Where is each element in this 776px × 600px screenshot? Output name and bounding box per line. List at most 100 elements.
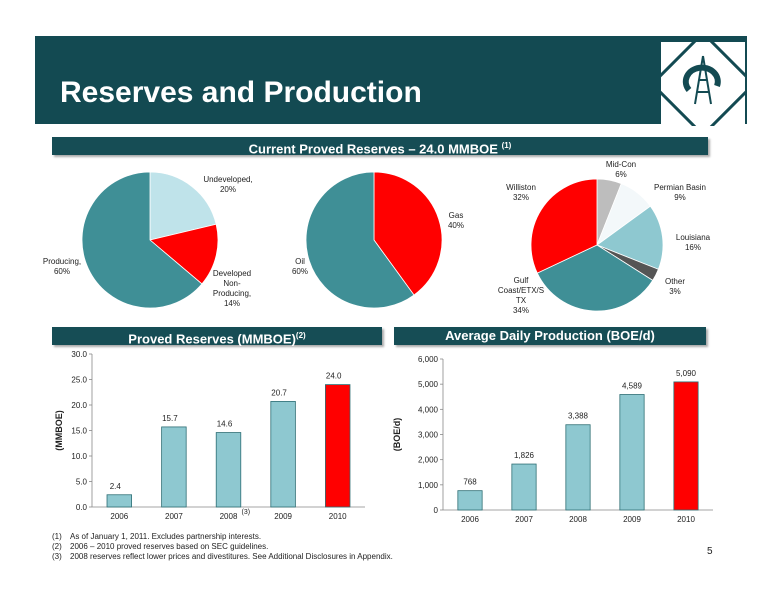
label-line: 6%	[615, 170, 627, 179]
slice-undeveloped	[149, 171, 217, 241]
label-gas: Gas 40%	[441, 211, 471, 231]
label-line: Mid-Con	[605, 160, 637, 169]
y-tick-label: 0	[434, 506, 439, 515]
bar-value-label: 15.7	[162, 414, 178, 423]
label-gulf-coast: Gulf Coast/ETX/S TX 34%	[488, 276, 554, 316]
label-line: Williston	[506, 183, 536, 192]
y-tick-label: 25.0	[71, 376, 87, 385]
label-other: Other 3%	[658, 277, 692, 297]
bar-value-label: 5,090	[676, 369, 697, 378]
bar-2007	[511, 463, 537, 511]
label-producing: Producing, 60%	[40, 257, 84, 277]
label-developed-non-producing: Developed Non- Producing, 14%	[208, 269, 256, 309]
bar-2006	[106, 494, 132, 508]
page-title: Reserves and Production	[60, 76, 422, 109]
footnote-number: (1)	[52, 532, 62, 541]
bar-value-label: 4,589	[622, 382, 643, 391]
y-tick-label: 5.0	[76, 478, 88, 487]
current-reserves-title: Current Proved Reserves – 24.0 MMBOE (1)	[52, 137, 708, 157]
proved-reserves-footnote-marker: (2)	[295, 331, 306, 340]
label-line: Producing,	[212, 289, 252, 298]
bar-2006	[457, 490, 483, 511]
label-line: 34%	[512, 306, 529, 315]
x-tick-label: 2008	[569, 515, 587, 524]
label-louisiana: Louisiana 16%	[668, 233, 718, 253]
label-line: Undeveloped,	[203, 175, 253, 184]
x-tick-label: 2007	[165, 512, 183, 521]
label-line: 32%	[512, 193, 529, 202]
footnote-3: (3) 2008 reserves reflect lower prices an…	[52, 552, 393, 561]
footnote-number: (3)	[52, 552, 62, 561]
slice-developed-non-producing	[149, 223, 219, 285]
bar-value-label: 24.0	[326, 372, 342, 381]
label-line: 60%	[53, 267, 70, 276]
proved-reserves-title-text: Proved Reserves (MMBOE)	[128, 331, 296, 347]
slice-gas	[373, 171, 443, 296]
company-logo	[661, 42, 745, 126]
page-number: 5	[707, 546, 713, 557]
bar-2008	[215, 432, 242, 508]
label-midcon: Mid-Con 6%	[596, 160, 646, 180]
current-reserves-footnote-marker: (1)	[501, 141, 512, 150]
label-line: Coast/ETX/S	[497, 286, 545, 295]
slice-louisiana	[596, 205, 664, 270]
y-tick-label: 2,000	[418, 456, 439, 465]
bar-value-label: 1,826	[514, 451, 535, 460]
x-tick-label: 2008	[220, 512, 238, 521]
proved-reserves-title: Proved Reserves (MMBOE)(2)	[52, 327, 382, 347]
footnote-number: (2)	[52, 542, 62, 551]
bar-2010	[673, 381, 699, 511]
label-line: 40%	[447, 221, 464, 230]
x-tick-label: 2006	[110, 512, 128, 521]
label-oil: Oil 60%	[286, 257, 314, 277]
label-line: Louisiana	[675, 233, 711, 242]
y-tick-label: 4,000	[418, 405, 439, 414]
bar-2009	[270, 401, 296, 508]
y-axis-label: (BOE/d)	[392, 418, 402, 452]
slice-williston	[530, 178, 598, 274]
label-line: Oil	[295, 257, 305, 266]
label-line: Non-	[223, 279, 241, 288]
y-tick-label: 6,000	[418, 355, 439, 364]
footnote-marker-3: (3)	[242, 509, 251, 516]
x-tick-label: 2006	[461, 515, 479, 524]
y-axis-label: (MMBOE)	[54, 410, 64, 451]
daily-production-title-text: Average Daily Production (BOE/d)	[445, 328, 655, 343]
bar-2009	[619, 394, 645, 511]
label-line: 3%	[669, 287, 681, 296]
y-tick-label: 20.0	[71, 401, 87, 410]
y-tick-label: 1,000	[418, 481, 439, 490]
bar-value-label: 20.7	[271, 388, 287, 397]
bar-2010	[325, 384, 351, 508]
x-tick-label: 2010	[677, 515, 695, 524]
label-line: Permian Basin	[653, 183, 707, 192]
bar-value-label: 2.4	[110, 482, 122, 491]
y-tick-label: 10.0	[71, 452, 87, 461]
y-tick-label: 5,000	[418, 380, 439, 389]
x-tick-label: 2009	[623, 515, 641, 524]
footnote-2: (2) 2006 – 2010 proved reserves based on …	[52, 542, 268, 551]
bar-2008	[565, 424, 591, 511]
slice-gulf-coast	[536, 244, 654, 312]
label-line: 20%	[219, 185, 236, 194]
footnote-1: (1) As of January 1, 2011. Excludes partn…	[52, 532, 261, 541]
label-line: Producing,	[42, 257, 82, 266]
current-reserves-title-text: Current Proved Reserves – 24.0 MMBOE	[248, 141, 498, 157]
label-line: Gulf	[513, 276, 529, 285]
label-line: 60%	[291, 267, 308, 276]
x-tick-label: 2009	[274, 512, 292, 521]
y-tick-label: 30.0	[71, 350, 87, 359]
label-line: 9%	[674, 193, 686, 202]
label-line: Developed	[212, 269, 252, 278]
label-permian-basin: Permian Basin 9%	[648, 183, 712, 203]
y-tick-label: 3,000	[418, 431, 439, 440]
bar-value-label: 3,388	[568, 412, 589, 421]
slice-oil	[305, 171, 415, 309]
footnote-text: As of January 1, 2011. Excludes partners…	[70, 532, 262, 541]
label-line: 14%	[223, 299, 240, 308]
y-tick-label: 0.0	[76, 503, 88, 512]
label-undeveloped: Undeveloped, 20%	[200, 175, 256, 195]
slice-producing	[81, 171, 203, 309]
x-tick-label: 2007	[515, 515, 533, 524]
